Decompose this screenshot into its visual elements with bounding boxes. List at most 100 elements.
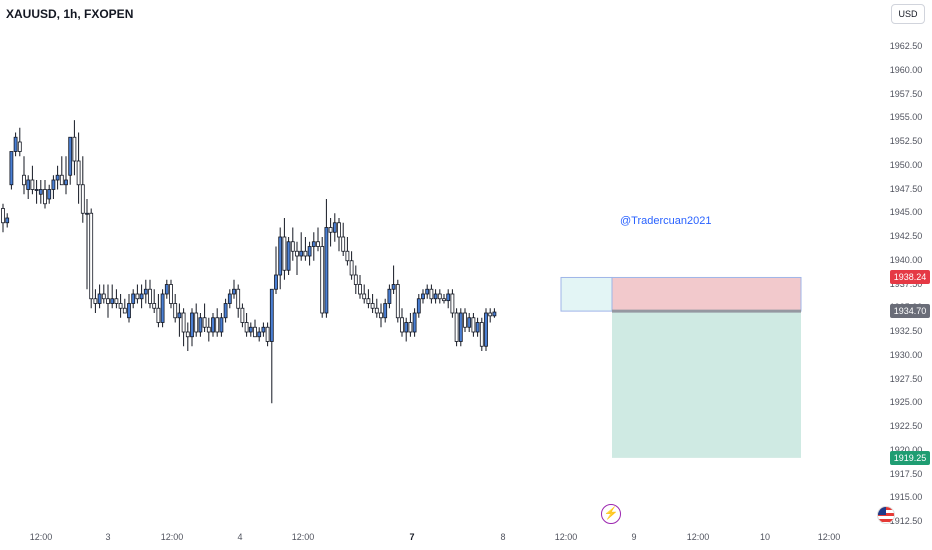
time-axis-label: 12:00	[160, 532, 184, 542]
candle-body	[303, 250, 308, 257]
candle-body	[211, 317, 215, 333]
candle-body	[236, 288, 241, 309]
candle-body	[299, 250, 304, 257]
candle-body	[223, 303, 228, 319]
candle-body	[190, 312, 194, 338]
candle-body	[479, 322, 484, 347]
candle-body	[274, 274, 278, 290]
price-axis-label: 1947.50	[889, 183, 923, 194]
candle-body	[341, 236, 346, 252]
price-axis-label: 1950.00	[889, 159, 923, 170]
candle-body	[97, 293, 102, 304]
candle-body	[131, 293, 136, 304]
candle-body	[484, 312, 488, 347]
candle-body	[127, 303, 131, 319]
candle-body	[164, 284, 169, 295]
candle-body	[152, 303, 157, 309]
candle-body	[76, 160, 81, 186]
candle-body	[425, 288, 430, 295]
price-axis-label: 1925.00	[889, 397, 923, 408]
price-axis-label: 1960.00	[889, 64, 923, 75]
price-axis-label: 1917.50	[889, 468, 923, 479]
candle-body	[370, 303, 375, 309]
risk-zone	[611, 276, 802, 312]
time-axis-label: 12:00	[817, 532, 841, 542]
candle-body	[194, 312, 199, 333]
candle-body	[227, 293, 232, 304]
current-price-tag: 1934.70	[890, 304, 930, 319]
candle-body	[72, 136, 77, 162]
time-axis-label: 12:00	[29, 532, 53, 542]
candle-body	[467, 317, 472, 328]
candle-body	[471, 317, 476, 333]
candle-body	[442, 298, 446, 302]
reward-zone	[612, 311, 801, 458]
time-axis-label: 8	[500, 532, 506, 542]
currency-button[interactable]: USD	[891, 4, 925, 24]
candle-body	[324, 227, 329, 314]
price-axis-label: 1930.00	[889, 349, 923, 360]
candle-body	[47, 189, 52, 200]
candle-body	[101, 293, 106, 300]
candle-body	[358, 284, 362, 295]
candle-body	[244, 322, 249, 333]
candle-body	[232, 288, 236, 295]
candle-body	[450, 293, 455, 314]
candle-body	[143, 288, 148, 295]
candle-body	[114, 298, 119, 304]
candle-body	[421, 293, 425, 300]
candle-body	[353, 274, 358, 285]
time-axis-label: 7	[409, 532, 415, 542]
candle-body	[181, 312, 186, 333]
candle-body	[110, 298, 115, 304]
candle-body	[269, 288, 274, 342]
candle-body	[446, 293, 451, 302]
candle-body	[5, 217, 10, 224]
candle-body	[64, 179, 68, 186]
candle-body	[68, 136, 73, 176]
candle-body	[429, 288, 434, 300]
us-flag-icon[interactable]	[877, 506, 895, 524]
candle-body	[240, 307, 245, 323]
candle-body	[139, 293, 144, 300]
candle-body	[492, 311, 497, 317]
candle-body	[26, 179, 31, 190]
candle-body	[400, 317, 404, 333]
time-axis-label: 3	[105, 532, 111, 542]
candle-body	[177, 312, 182, 319]
candle-body	[286, 241, 291, 271]
lightning-icon[interactable]: ⚡	[601, 504, 621, 524]
candle-body	[13, 136, 18, 152]
candle-body	[85, 212, 89, 215]
candle-body	[475, 322, 480, 333]
candle-body	[160, 293, 165, 323]
time-axis-label: 10	[759, 532, 771, 542]
candle-body	[349, 260, 354, 276]
candle-body	[433, 293, 438, 300]
candle-body	[408, 322, 413, 333]
price-axis-label: 1942.50	[889, 231, 923, 241]
candle-body	[248, 326, 253, 333]
price-axis-label: 1922.50	[889, 421, 923, 431]
price-axis-label: 1915.00	[889, 492, 923, 503]
candle-body	[383, 303, 388, 319]
candle-body	[43, 189, 47, 205]
candle-body	[198, 317, 203, 333]
candle-body	[290, 241, 295, 252]
candle-body	[328, 227, 333, 233]
candle-body	[437, 293, 442, 300]
time-axis-label: 4	[237, 532, 243, 542]
price-axis-label: 1945.00	[889, 207, 923, 218]
candle-body	[89, 212, 94, 300]
candle-body	[395, 284, 400, 319]
price-axis-label: 1927.50	[889, 373, 923, 384]
price-axis-label: 1912.50	[889, 516, 923, 526]
candle-body	[458, 312, 463, 342]
time-axis-label: 9	[631, 532, 637, 542]
candle-body	[51, 179, 56, 190]
candle-body	[404, 322, 409, 333]
candle-body	[156, 307, 161, 323]
candle-body	[261, 326, 266, 333]
